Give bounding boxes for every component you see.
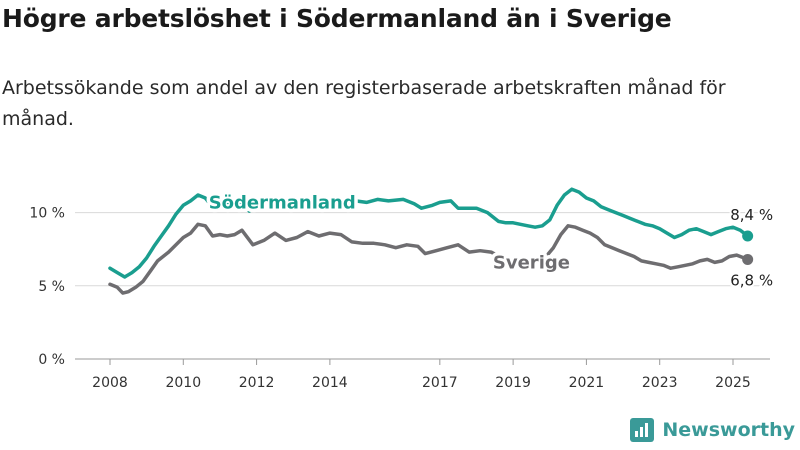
x-tick-label: 2025 [715, 375, 751, 391]
chart-subtitle: Arbetssökande som andel av den registerb… [2, 77, 726, 130]
x-tick-label: 2019 [495, 375, 531, 391]
x-tick-label: 2012 [239, 375, 275, 391]
x-tick-label: 2023 [642, 375, 678, 391]
series-line-sverige [108, 222, 750, 295]
x-tick-label: 2010 [165, 375, 201, 391]
end-point-marker [742, 253, 754, 265]
end-value-label: 6,8 % [730, 271, 773, 289]
end-value-label: 8,4 % [730, 206, 773, 224]
x-tick-label: 2017 [422, 375, 458, 391]
y-tick-label: 5 % [38, 279, 65, 295]
series-line-södermanland [108, 187, 750, 279]
series-label: Sverige [493, 252, 570, 273]
chart-title: Högre arbetslöshet i Södermanland än i S… [2, 4, 672, 33]
x-tick-label: 2021 [569, 375, 605, 391]
x-tick-label: 2008 [92, 375, 128, 391]
y-tick-label: 0 % [38, 352, 65, 368]
newsworthy-logo: Newsworthy [630, 418, 795, 442]
y-tick-label: 10 % [29, 206, 65, 222]
x-tick-label: 2014 [312, 375, 348, 391]
series-label: Södermanland [209, 192, 356, 213]
bar-chart-logo-icon [630, 418, 655, 442]
brand-name: Newsworthy [662, 419, 795, 441]
end-point-marker [742, 230, 754, 242]
